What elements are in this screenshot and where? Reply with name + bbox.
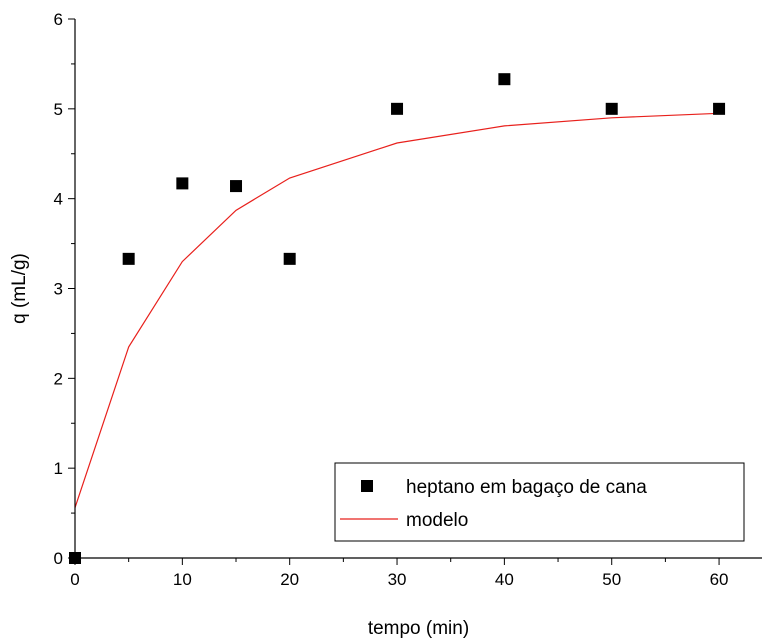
x-tick-label: 0	[70, 570, 79, 589]
legend-label-scatter: heptano em bagaço de cana	[406, 477, 647, 498]
axes: 0 10 20 30 40 50 60 0 1 2 3 4 5 6	[54, 10, 762, 589]
y-tick-label: 6	[54, 10, 63, 29]
y-tick-label: 1	[54, 459, 63, 478]
data-point	[498, 73, 511, 86]
x-tick-label: 10	[173, 570, 192, 589]
y-tick-label: 3	[54, 280, 63, 299]
x-tick-label: 20	[280, 570, 299, 589]
legend: heptano em bagaço de cana modelo	[334, 462, 745, 542]
x-tick-label: 60	[710, 570, 729, 589]
legend-label-line: modelo	[406, 510, 468, 531]
data-point	[605, 102, 618, 115]
x-tick-label: 50	[602, 570, 621, 589]
y-tick-label: 0	[54, 549, 63, 568]
data-point	[230, 180, 243, 193]
data-point	[122, 252, 135, 265]
y-tick-label: 2	[54, 369, 63, 388]
y-tick-label: 5	[54, 100, 63, 119]
data-point	[176, 177, 189, 190]
legend-marker-scatter	[361, 480, 373, 492]
y-tick-label: 4	[54, 190, 63, 209]
data-point	[283, 252, 296, 265]
x-tick-label: 40	[495, 570, 514, 589]
plot-area	[69, 73, 726, 564]
y-axis-title: q (mL/g)	[9, 253, 30, 324]
x-tick-label: 30	[388, 570, 407, 589]
data-point	[713, 102, 726, 115]
series-line-modelo	[74, 112, 720, 508]
legend-box	[334, 462, 745, 542]
data-point	[391, 102, 404, 115]
x-axis-title: tempo (min)	[368, 618, 469, 639]
